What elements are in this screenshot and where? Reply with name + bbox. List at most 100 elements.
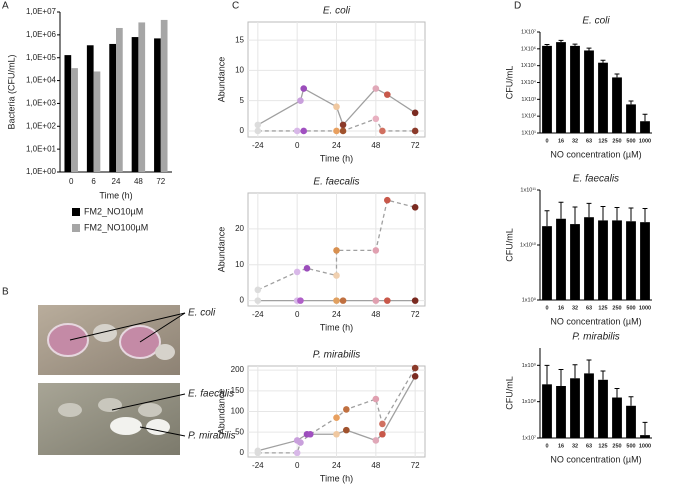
error-bar	[600, 59, 606, 63]
point	[303, 265, 311, 272]
y-axis-label: CFU/mL	[504, 66, 514, 100]
x-tick-label: 500	[626, 305, 635, 311]
photo-label: E. coli	[188, 308, 216, 319]
error-bar	[614, 73, 620, 78]
y-tick-label: 1X10¹	[521, 130, 536, 136]
y-tick-label: 20	[235, 224, 244, 233]
x-axis-label: NO concentration (µM)	[550, 454, 641, 464]
point	[254, 127, 262, 135]
x-tick-label: 24	[332, 461, 341, 470]
bar	[556, 218, 566, 300]
point	[411, 297, 419, 304]
point	[300, 85, 308, 92]
point	[333, 272, 340, 279]
y-tick-label: 1,0E+06	[26, 30, 57, 39]
point	[372, 437, 380, 444]
error-bar	[642, 113, 648, 122]
y-tick-label: 1X10⁶	[521, 45, 536, 52]
bar	[570, 224, 580, 300]
point	[333, 297, 340, 304]
bar	[570, 45, 580, 134]
point	[333, 247, 340, 254]
x-axis-label: Time (h)	[320, 153, 353, 163]
point	[384, 91, 391, 98]
y-axis-label: Abundance	[216, 57, 226, 103]
error-bar	[544, 210, 550, 227]
point	[379, 430, 386, 438]
y-tick-label: 1,0E+07	[26, 7, 57, 16]
photo-label: E. faecalis	[188, 389, 234, 400]
point	[339, 297, 347, 304]
bar	[584, 217, 594, 300]
panel-label: A	[2, 1, 9, 12]
y-tick-label: 0	[240, 296, 245, 305]
point	[372, 247, 380, 254]
bar	[640, 222, 650, 300]
y-axis-label: Abundance	[216, 389, 226, 435]
bar	[138, 22, 146, 173]
x-tick-label: -24	[252, 141, 264, 150]
point	[297, 97, 304, 104]
x-tick-label: 250	[612, 138, 621, 144]
bar	[71, 68, 78, 172]
x-tick-label: 48	[134, 177, 143, 186]
x-tick-label: 16	[558, 443, 564, 449]
droplet	[93, 324, 117, 342]
point	[254, 297, 262, 304]
y-tick-label: 1X10⁴	[521, 79, 537, 86]
x-tick-label: 24	[332, 141, 341, 150]
x-tick-label: 24	[112, 177, 121, 186]
y-tick-label: 1,0E+05	[26, 53, 57, 62]
bar	[160, 19, 168, 172]
error-bar	[614, 207, 620, 221]
bar	[640, 435, 650, 438]
x-tick-label: 32	[572, 443, 578, 449]
point	[372, 297, 380, 304]
bar	[86, 45, 94, 173]
bar	[584, 373, 594, 438]
legend-swatch	[72, 208, 80, 216]
error-bar	[642, 208, 648, 223]
bar	[131, 37, 139, 172]
y-axis-label: CFU/mL	[504, 376, 514, 410]
error-bar	[600, 206, 606, 221]
point	[339, 127, 347, 135]
bar	[109, 43, 116, 173]
point	[293, 449, 301, 457]
point	[411, 204, 419, 211]
point	[333, 414, 340, 422]
error-bar	[558, 201, 564, 219]
bar	[542, 226, 552, 300]
x-axis-label: NO concentration (µM)	[550, 149, 641, 159]
x-tick-label: 72	[156, 177, 165, 186]
x-tick-label: 125	[598, 305, 607, 311]
bar	[154, 38, 161, 172]
x-tick-label: 63	[586, 443, 592, 449]
x-tick-label: -24	[252, 310, 264, 319]
x-tick-label: 1000	[639, 138, 651, 144]
point	[333, 430, 340, 438]
y-tick-label: 1x10¹¹	[520, 187, 536, 193]
error-bar	[544, 44, 550, 46]
colony	[146, 419, 170, 435]
x-tick-label: 250	[612, 305, 621, 311]
legend-label: FM2_NO10µM	[84, 206, 143, 216]
droplet	[98, 398, 122, 412]
bar	[612, 397, 622, 438]
error-bar	[614, 388, 620, 398]
error-bar	[642, 421, 648, 436]
y-tick-label: 1,0E+03	[26, 99, 57, 108]
point	[379, 420, 386, 428]
photo: E. coli E. faecalis P. mirabilis	[38, 305, 236, 455]
point	[411, 364, 419, 372]
x-tick-label: 0	[295, 461, 300, 470]
x-tick-label: 125	[598, 443, 607, 449]
bar	[626, 104, 636, 133]
point	[293, 268, 301, 276]
point	[300, 127, 308, 135]
bar	[64, 55, 72, 173]
x-tick-label: 0	[69, 177, 74, 186]
chart-title: E. faecalis	[573, 174, 619, 185]
y-axis-label: CFU/mL	[504, 228, 514, 262]
